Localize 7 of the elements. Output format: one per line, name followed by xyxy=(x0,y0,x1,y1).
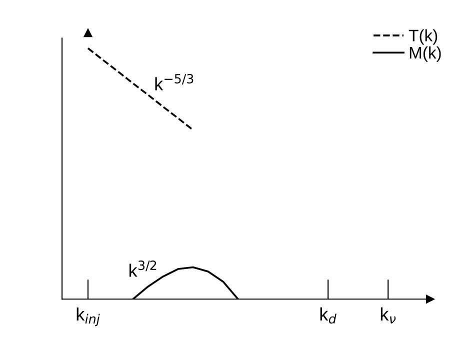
legend-label: M(k) xyxy=(410,46,441,62)
x-tick-label: k$_{inj}$ xyxy=(76,307,100,326)
legend-label: T(k) xyxy=(408,29,438,45)
annotation: k$^{−5/3}$ xyxy=(155,74,194,90)
x-tick-label: k$_{ν}$ xyxy=(380,307,396,324)
x-tick-label: k$_{d}$ xyxy=(320,307,336,324)
annotation: k$^{3/2}$ xyxy=(130,260,156,277)
